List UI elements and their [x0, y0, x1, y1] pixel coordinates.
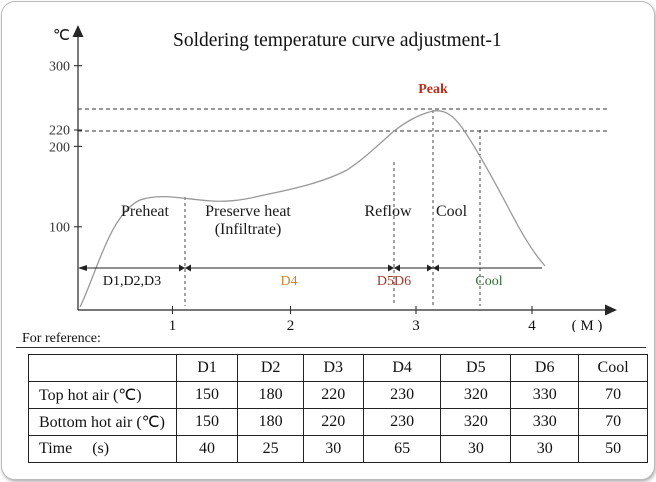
svg-text:2: 2 [287, 318, 295, 332]
svg-text:( M ): ( M ) [572, 318, 603, 332]
svg-text:℃: ℃ [53, 28, 70, 44]
svg-text:D6: D6 [394, 274, 411, 289]
svg-text:220: 220 [49, 124, 70, 139]
svg-text:200: 200 [49, 141, 70, 156]
svg-text:D1,D2,D3: D1,D2,D3 [103, 274, 161, 289]
svg-text:3: 3 [412, 318, 420, 332]
svg-text:Cool: Cool [475, 274, 502, 289]
svg-text:4: 4 [528, 318, 536, 332]
svg-text:100: 100 [49, 221, 70, 236]
svg-text:D5: D5 [377, 274, 394, 289]
svg-text:Peak: Peak [418, 82, 448, 97]
svg-text:D4: D4 [280, 274, 297, 289]
svg-text:1: 1 [169, 318, 177, 332]
svg-text:300: 300 [49, 60, 70, 75]
